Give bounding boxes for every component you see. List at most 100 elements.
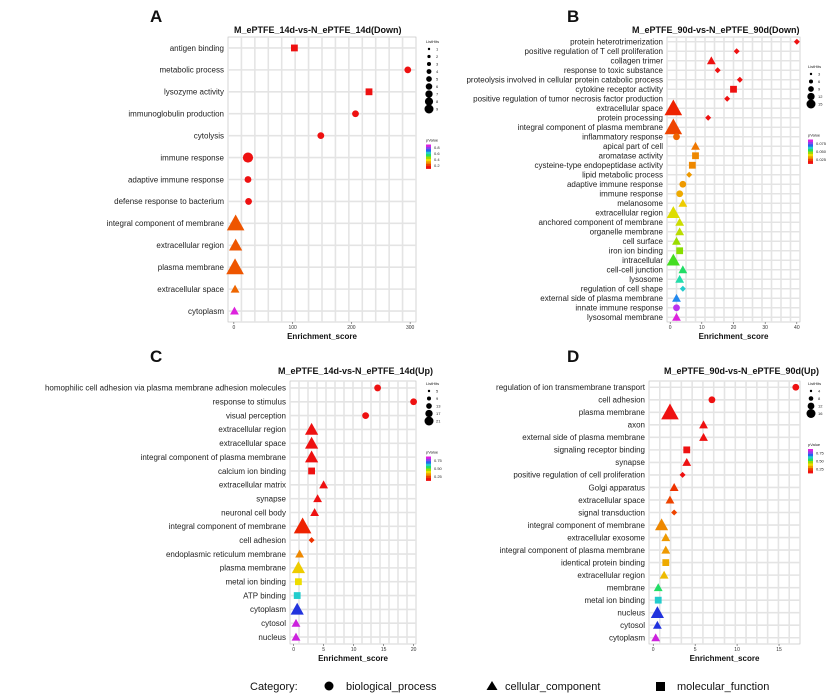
data-point-square bbox=[676, 247, 684, 255]
size-legend-title: ListHits bbox=[808, 64, 821, 69]
x-tick-label: 200 bbox=[347, 325, 356, 331]
color-legend-swatch bbox=[808, 468, 813, 471]
size-legend-dot bbox=[426, 396, 432, 401]
term-label: metabolic process bbox=[160, 66, 224, 75]
size-legend-dot bbox=[807, 402, 815, 410]
data-point-triangle bbox=[665, 495, 675, 504]
data-point-triangle bbox=[661, 533, 671, 542]
data-point-triangle bbox=[291, 618, 301, 627]
data-point-triangle bbox=[678, 265, 688, 274]
color-legend: pValue 0.80.60.40.2 bbox=[426, 138, 440, 169]
term-label: protein processing bbox=[598, 114, 663, 123]
term-label: cytoplasm bbox=[188, 307, 224, 316]
term-label: visual perception bbox=[226, 411, 286, 420]
size-legend-dot bbox=[426, 403, 432, 409]
term-label: nucleus bbox=[258, 633, 286, 642]
data-point-triangle bbox=[230, 284, 240, 293]
data-point-triangle bbox=[699, 420, 708, 429]
color-legend-swatch bbox=[426, 468, 431, 472]
legend-triangle-icon bbox=[486, 681, 498, 690]
size-legend-label: 8 bbox=[436, 99, 439, 104]
data-point-triangle bbox=[305, 422, 319, 435]
size-legend-title: ListHits bbox=[808, 381, 821, 386]
data-point-triangle bbox=[229, 238, 243, 251]
x-tick-label: 10 bbox=[699, 325, 705, 331]
data-point-triangle bbox=[664, 99, 683, 116]
data-point-triangle bbox=[653, 583, 663, 592]
term-label: immune response bbox=[599, 190, 663, 199]
panel-title: M_ePTFE_14d-vs-N_ePTFE_14d(Up) bbox=[278, 366, 433, 376]
data-point-circle bbox=[352, 110, 359, 118]
data-point-diamond bbox=[308, 537, 315, 544]
color-legend-swatch bbox=[426, 144, 431, 148]
term-label: response to stimulus bbox=[213, 398, 286, 407]
data-point-circle bbox=[244, 176, 252, 183]
data-point-diamond bbox=[793, 38, 800, 45]
size-legend-label: 6 bbox=[818, 79, 821, 84]
term-label: anchored component of membrane bbox=[538, 218, 663, 227]
color-legend-swatch bbox=[426, 456, 431, 460]
size-legend-label: 3 bbox=[818, 72, 821, 77]
color-legend-label: 0.050 bbox=[816, 149, 827, 154]
term-label: melanosome bbox=[617, 199, 663, 208]
size-legend-dot bbox=[425, 83, 433, 90]
term-label: integral component of plasma membrane bbox=[500, 546, 646, 555]
term-label: integral component of membrane bbox=[528, 521, 646, 530]
term-label: metal ion binding bbox=[226, 578, 286, 587]
color-legend-swatch bbox=[808, 146, 813, 150]
term-label: protein heterotrimerization bbox=[570, 38, 663, 47]
data-point-circle bbox=[245, 198, 252, 205]
term-label: positive regulation of tumor necrosis fa… bbox=[473, 95, 663, 104]
term-label: lipid metabolic process bbox=[582, 171, 663, 180]
data-point-circle bbox=[679, 180, 687, 188]
size-legend-label: 5 bbox=[436, 77, 439, 82]
term-label: axon bbox=[628, 421, 645, 430]
term-label: external side of plasma membrane bbox=[540, 294, 663, 303]
size-legend-dot bbox=[427, 389, 431, 393]
color-legend-swatch bbox=[808, 149, 813, 152]
term-label: plasma membrane bbox=[220, 564, 287, 573]
x-tick-label: 0 bbox=[292, 647, 295, 653]
term-label: intracellular bbox=[622, 256, 663, 265]
color-legend-swatch bbox=[426, 461, 431, 465]
x-tick-label: 10 bbox=[351, 647, 357, 653]
data-point-triangle bbox=[659, 570, 669, 579]
x-tick-label: 15 bbox=[381, 647, 387, 653]
term-label: immunoglobulin production bbox=[128, 110, 224, 119]
data-point-triangle bbox=[290, 602, 304, 615]
size-legend-label: 1 bbox=[436, 47, 439, 52]
panel-d: regulation of ion transmembrane transpor… bbox=[496, 366, 825, 663]
term-label: integral component of membrane bbox=[169, 522, 287, 531]
term-label: organelle membrane bbox=[590, 228, 664, 237]
term-label: antigen binding bbox=[170, 44, 224, 53]
data-point-triangle bbox=[678, 198, 688, 207]
term-label: synapse bbox=[256, 494, 286, 503]
legend-item-biological-process: biological_process bbox=[346, 681, 437, 693]
data-point-square bbox=[654, 596, 662, 604]
x-tick-label: 0 bbox=[652, 647, 655, 653]
term-label: cytoplasm bbox=[250, 605, 286, 614]
color-legend-label: 0.50 bbox=[816, 459, 825, 464]
color-legend-swatch bbox=[426, 154, 431, 157]
size-legend-label: 15 bbox=[818, 102, 823, 107]
term-label: regulation of ion transmembrane transpor… bbox=[496, 383, 646, 392]
x-tick-label: 0 bbox=[232, 325, 235, 331]
data-point-triangle bbox=[682, 458, 692, 466]
legend-circle-icon bbox=[324, 681, 334, 691]
size-legend-label: 3 bbox=[436, 62, 439, 67]
data-point-square bbox=[295, 578, 302, 586]
color-legend-label: 0.75 bbox=[816, 451, 825, 456]
color-legend-swatch bbox=[426, 166, 431, 169]
size-legend-label: 7 bbox=[436, 92, 439, 97]
data-point-triangle bbox=[664, 118, 683, 135]
color-legend-swatch bbox=[808, 451, 813, 455]
color-legend-swatch bbox=[808, 463, 813, 467]
color-legend: pValue 0.75 0.50 0.25 bbox=[808, 442, 825, 474]
size-legend-label: 2 bbox=[436, 54, 439, 59]
color-legend-label: 0.25 bbox=[434, 474, 443, 479]
data-point-diamond bbox=[679, 471, 686, 478]
color-legend-label: 0.25 bbox=[816, 467, 825, 472]
x-axis-label: Enrichment_score bbox=[699, 332, 769, 341]
size-legend-dot bbox=[807, 92, 815, 101]
term-label: neuronal cell body bbox=[221, 508, 286, 517]
